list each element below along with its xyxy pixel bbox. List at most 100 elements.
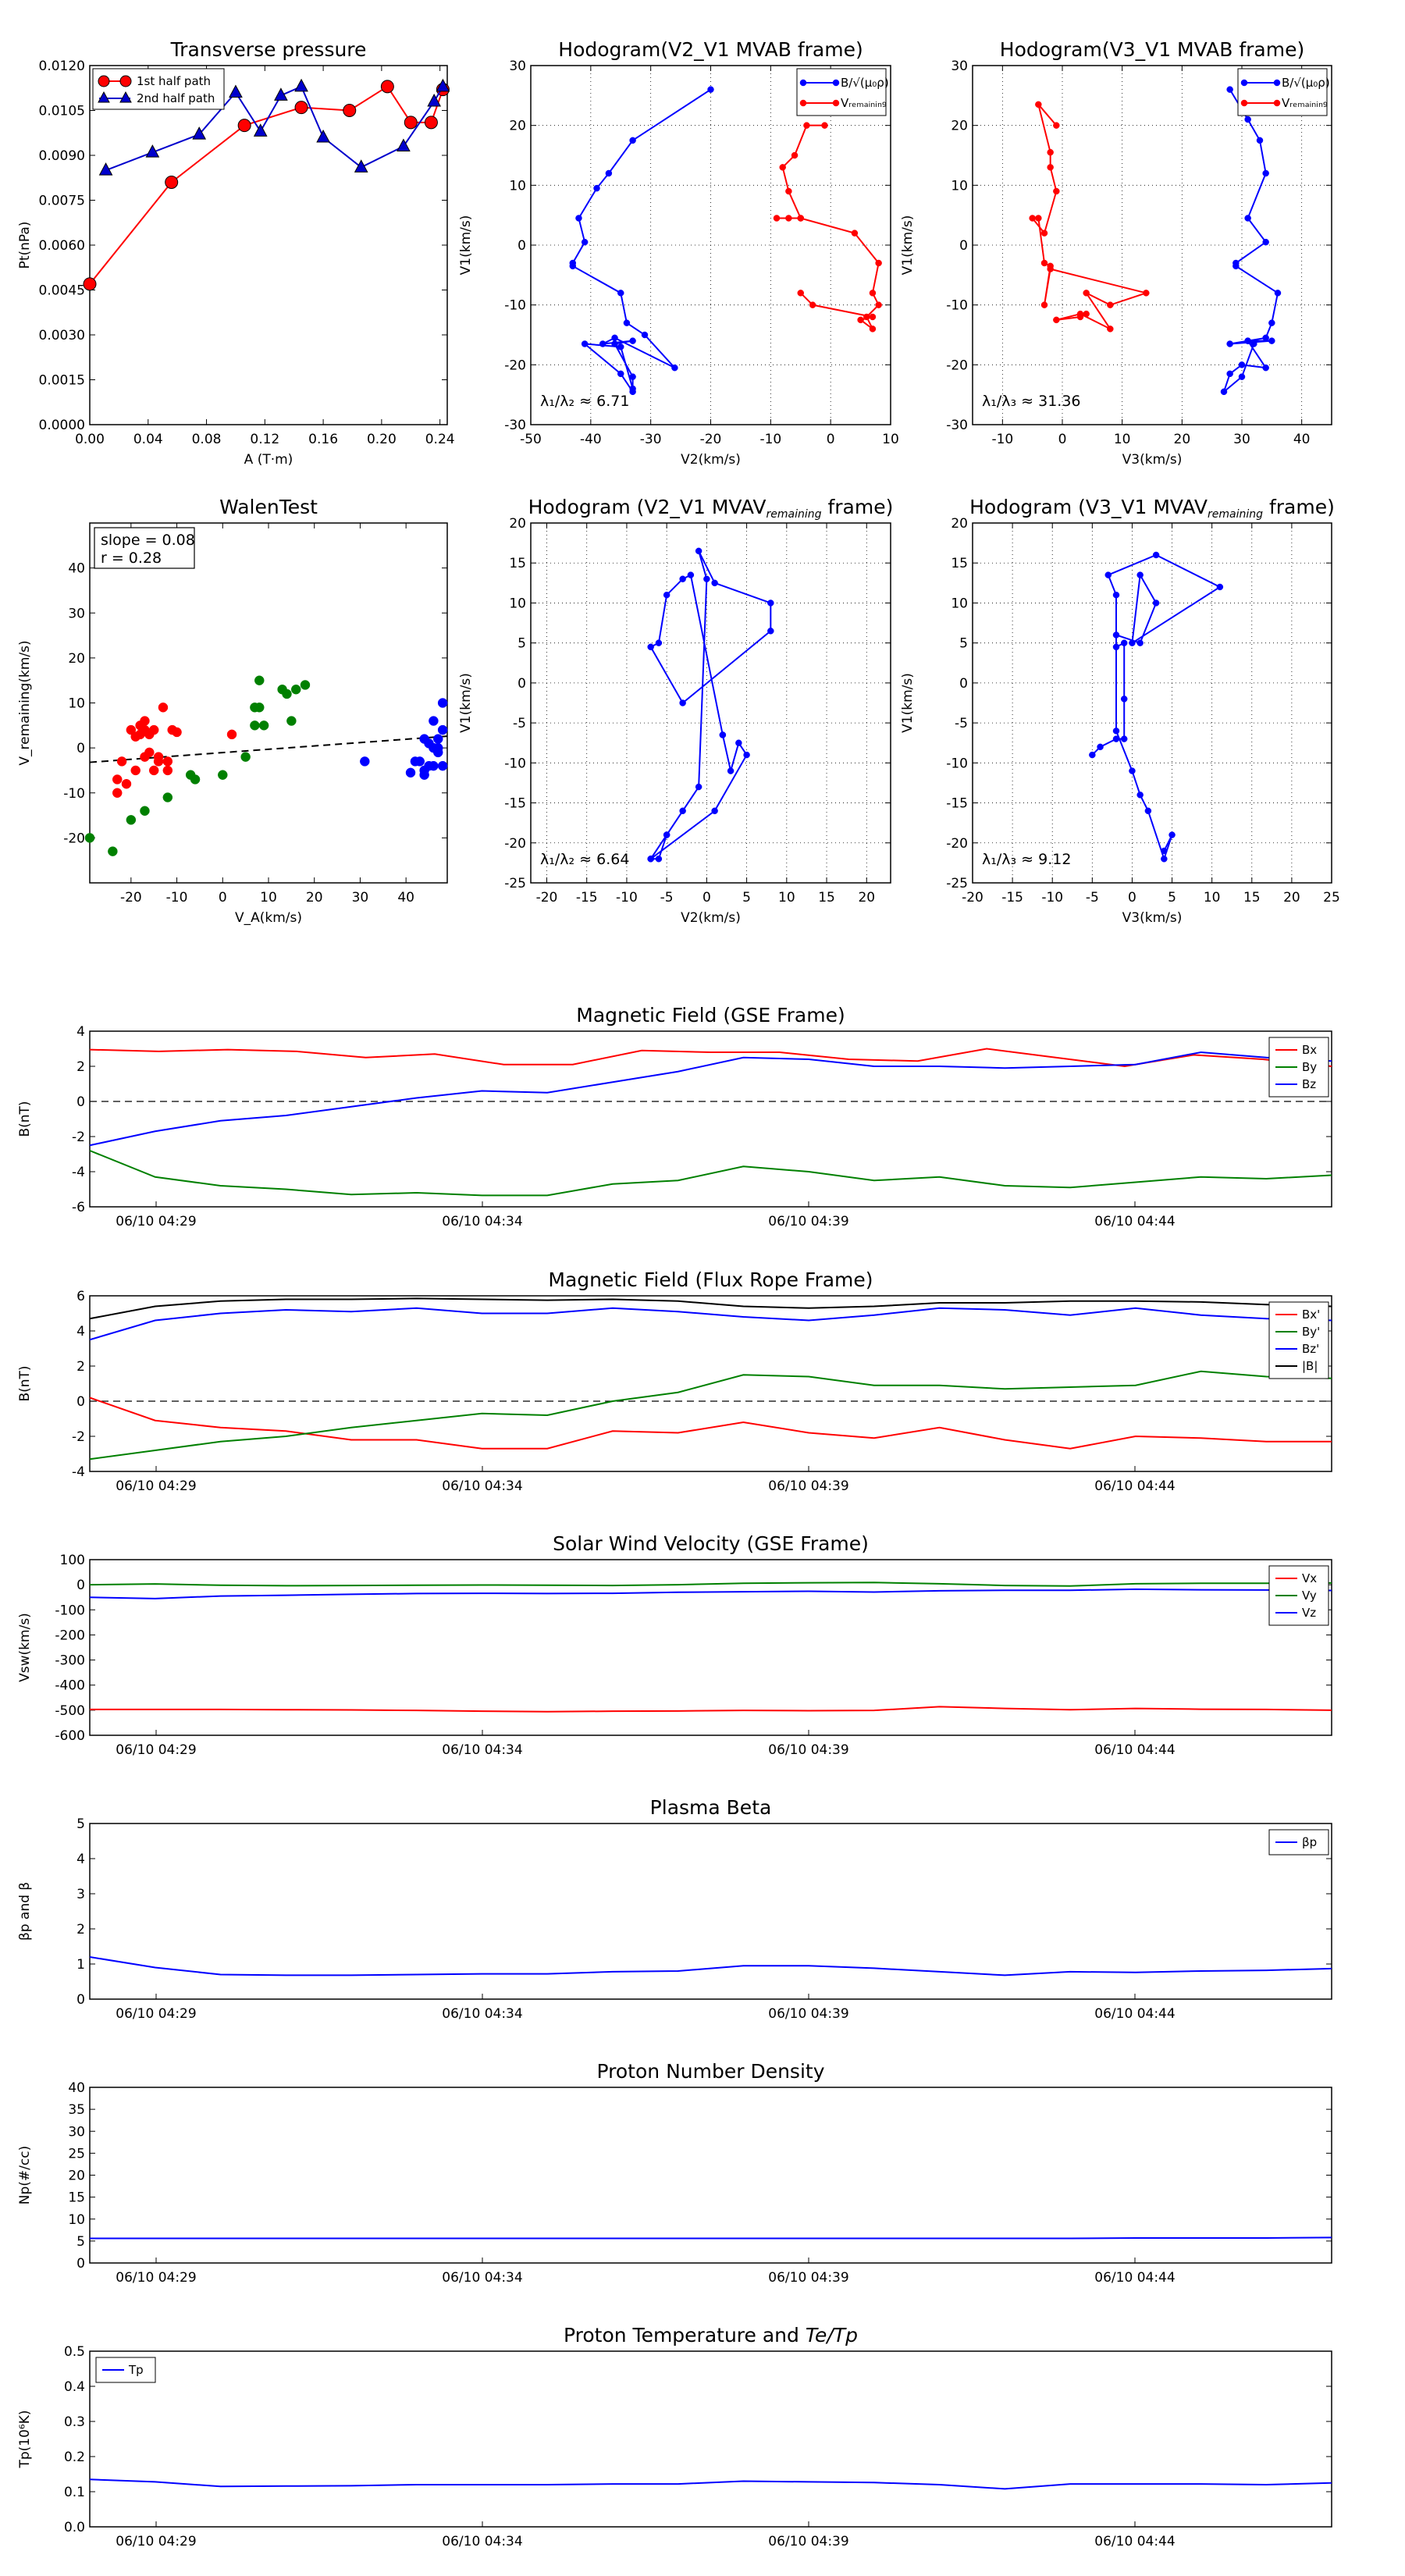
x-tick-label: 20 [858, 890, 875, 906]
series-line [105, 85, 444, 172]
data-point [116, 756, 127, 767]
hodogram-v2-v1-mvav-panel: Hodogram (V2_V1 MVAVremaining frame)-25-… [458, 496, 893, 926]
series-line [89, 85, 444, 285]
y-tick-label: 20 [509, 516, 526, 532]
data-point [663, 831, 670, 838]
legend: Bx By Bz [1268, 1037, 1329, 1098]
data-point [767, 628, 774, 635]
y-tick-label: -600 [55, 1728, 85, 1744]
y-tick-label: -2 [72, 1429, 85, 1445]
series-line [89, 1582, 1332, 1587]
x-tick-label: 06/10 04:44 [1094, 1742, 1175, 1758]
data-point [165, 176, 179, 189]
title-main: Hodogram (V2_V1 MVAV [528, 496, 767, 518]
y-tick-label: -25 [946, 876, 968, 891]
y-axis-label: Pt(nPa) [17, 222, 33, 269]
data-point [108, 846, 118, 856]
data-point [404, 116, 418, 130]
chart-title: Magnetic Field (Flux Rope Frame) [548, 1268, 873, 1291]
y-tick-label: 2 [76, 1922, 85, 1937]
data-point [1120, 735, 1128, 742]
data-point [140, 716, 150, 726]
x-tick-label: -20 [120, 890, 142, 906]
data-point [1112, 735, 1120, 742]
x-tick-label: 06/10 04:29 [116, 2270, 196, 2286]
title-main: Proton Temperature and [564, 2324, 806, 2347]
x-axis-label: V2(km/s) [681, 452, 741, 468]
stats-line: r = 0.28 [101, 550, 162, 567]
data-point [1053, 316, 1060, 324]
y-tick-label: -20 [946, 358, 968, 373]
y-tick-label: 15 [509, 556, 526, 571]
x-tick-label: 10 [1204, 890, 1221, 906]
eigen-ratio-label: λ₁/λ₃ ≈ 31.36 [982, 393, 1081, 410]
y-tick-label: 0 [959, 238, 968, 254]
x-tick-label: 06/10 04:29 [116, 2006, 196, 2022]
data-point [1040, 301, 1048, 308]
data-point [254, 675, 265, 685]
title-subscript: remaining [1208, 508, 1263, 521]
data-point [647, 643, 654, 651]
y-tick-label: 10 [951, 178, 968, 194]
title-main: Plasma Beta [650, 1796, 772, 1819]
series-line [89, 1956, 1332, 1976]
x-tick-label: 06/10 04:29 [116, 2534, 196, 2549]
data-point [274, 87, 288, 101]
x-axis-label: V3(km/s) [1122, 452, 1183, 468]
title-main: Hodogram (V3_V1 MVAV [969, 496, 1208, 518]
title-math: Te/Tp [806, 2324, 858, 2347]
x-tick-label: 10 [1114, 432, 1131, 447]
data-point [655, 856, 663, 863]
data-point [575, 215, 582, 222]
y-tick-label: 15 [68, 2190, 85, 2206]
data-point [581, 340, 589, 347]
data-point [727, 767, 735, 774]
y-tick-label: 10 [509, 178, 526, 194]
y-tick-label: -100 [55, 1603, 85, 1618]
y-axis-label: βp and β [17, 1882, 33, 1941]
series-line [90, 2236, 1332, 2240]
data-point [1244, 116, 1251, 123]
x-tick-label: 5 [1168, 890, 1176, 906]
data-point [1129, 767, 1136, 774]
y-tick-label: 0 [76, 741, 85, 756]
plot-frame [89, 522, 448, 884]
y-axis-label: V1(km/s) [900, 673, 916, 733]
series-line [571, 88, 712, 395]
data-point [1262, 334, 1269, 342]
data-point [112, 774, 123, 785]
data-point [148, 724, 159, 735]
x-tick-label: 06/10 04:34 [442, 1478, 522, 1494]
x-tick-label: -10 [1041, 890, 1063, 906]
y-tick-label: 40 [68, 2080, 85, 2096]
x-tick-label: 10 [778, 890, 795, 906]
data-point [250, 720, 260, 731]
y-tick-label: -10 [946, 756, 968, 771]
y-tick-label: -500 [55, 1703, 85, 1719]
data-point [695, 547, 702, 555]
transverse-pressure-panel: Transverse pressure 0.0000 0.0015 0.0030 0.0… [17, 38, 455, 468]
x-tick-label: -30 [640, 432, 662, 447]
y-tick-label: -5 [955, 716, 968, 731]
y-tick-label: -30 [946, 418, 968, 433]
x-tick-label: 06/10 04:44 [1094, 1214, 1175, 1229]
data-point [799, 99, 807, 107]
y-tick-label: 0.1 [64, 2485, 85, 2500]
title-subscript: remaining [767, 508, 822, 521]
y-tick-label: -400 [55, 1678, 85, 1694]
data-point [162, 765, 173, 776]
data-point [360, 756, 370, 767]
x-tick-label: -10 [166, 890, 188, 906]
walen-test-panel: WalenTest -20 -10 0 10 20 30 40 -20 -10 0 10 20 30 40 V… [17, 496, 448, 926]
y-axis-label: Vsw(km/s) [17, 1613, 33, 1682]
x-tick-label: 06/10 04:39 [768, 1214, 848, 1229]
data-point [190, 774, 201, 785]
x-tick-label: 06/10 04:34 [442, 1742, 522, 1758]
y-axis-label: B(nT) [17, 1365, 33, 1401]
legend-label: By [1302, 1060, 1317, 1074]
data-point [629, 373, 636, 380]
data-point [1136, 571, 1144, 578]
data-point [316, 129, 330, 143]
title-main: WalenTest [219, 496, 318, 518]
